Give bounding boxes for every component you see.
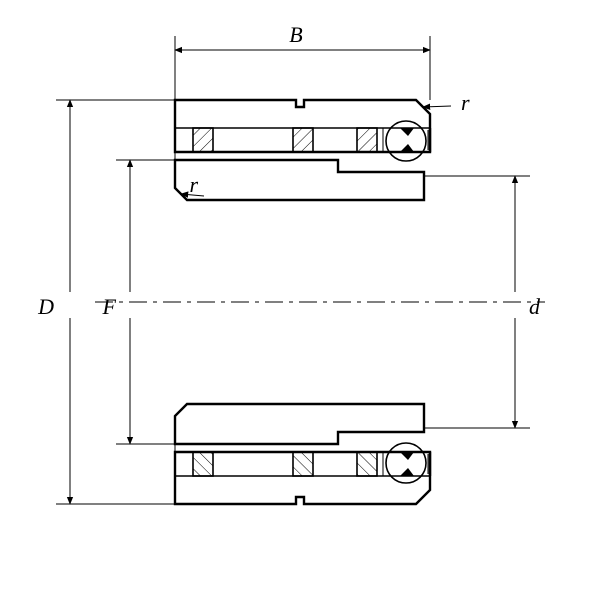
- lower-half: [175, 404, 430, 504]
- dim-label-d: d: [529, 294, 541, 319]
- dim-label-B: B: [289, 22, 302, 47]
- dim-label-r-inner: r: [189, 172, 198, 197]
- upper-half: [175, 100, 430, 200]
- bearing-cross-section: B D Fd r r: [0, 0, 600, 600]
- dim-label-D: D: [37, 294, 54, 319]
- dim-label-r-outer: r: [461, 90, 470, 115]
- dim-label-F: F: [102, 294, 117, 319]
